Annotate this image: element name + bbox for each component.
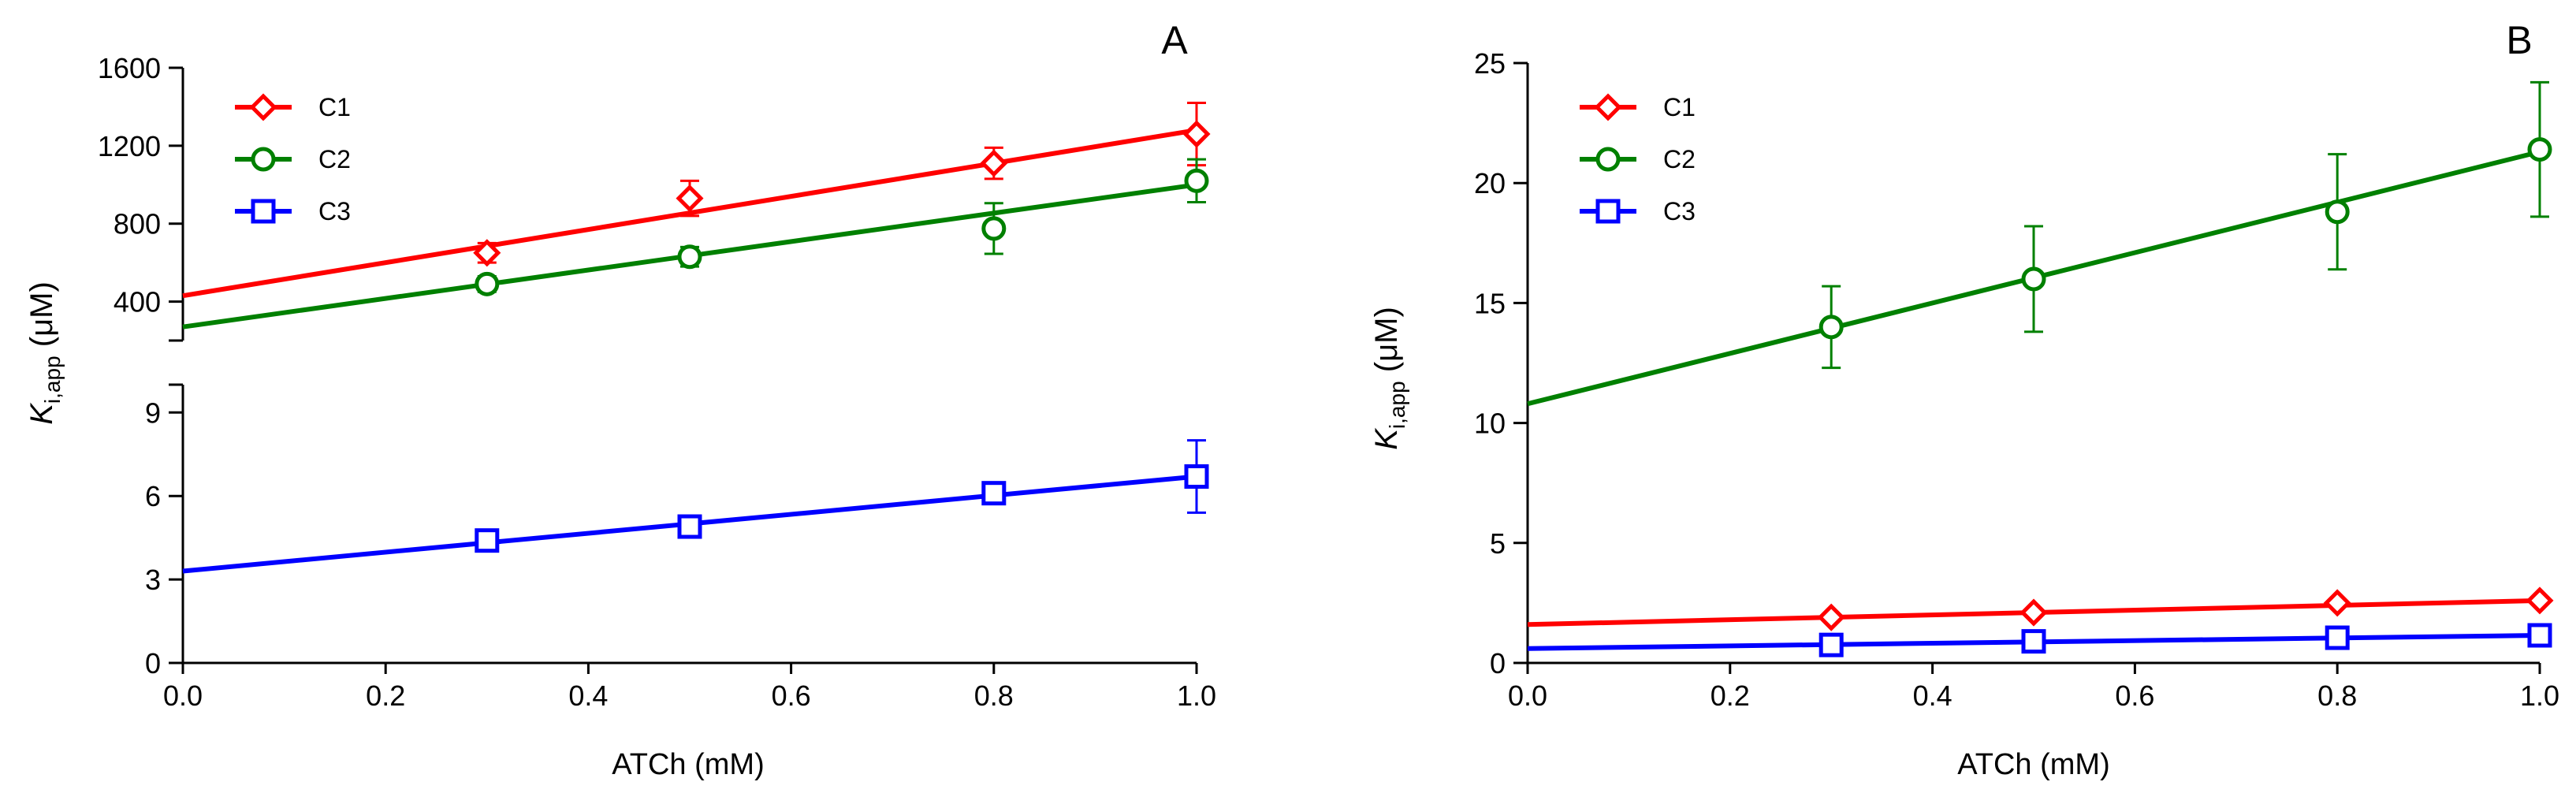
panel-b-marks: 0.0 0.2 0.4 0.6 0.8 1.0 0 5 10 15 20 25 C1 C2 C3 [1474, 47, 2559, 712]
panel-a-ylabel-unit: (μM) [24, 281, 59, 356]
panel-b-y-tick-label: 25 [1474, 47, 1506, 80]
panel-a-lower-y-tick-label: 9 [145, 396, 161, 429]
panel-b-legend-marker [1595, 147, 1621, 172]
panel-a-point-c2 [475, 271, 500, 296]
panel-a-legend-label: C2 [318, 145, 351, 173]
panel-a-point-c1 [1182, 120, 1211, 148]
panel-b-x-tick-label: 0.0 [1508, 679, 1547, 712]
panel-a-xlabel: ATCh (mM) [612, 748, 765, 781]
panel-b-point-c1 [2019, 598, 2048, 627]
panel-b: 0.0 0.2 0.4 0.6 0.8 1.0 0 5 10 15 20 25 C1 C2 C3 B ATC… [1369, 18, 2559, 781]
panel-a-point-c1 [980, 149, 1008, 177]
panel-a-legend-marker [249, 93, 277, 121]
panel-a-point-c3 [981, 481, 1007, 506]
panel-a-legend-marker [251, 147, 276, 172]
panel-a-ylabel: Ki,app (μM) [24, 281, 65, 425]
panel-a-lower-y-tick-label: 6 [145, 480, 161, 512]
panel-b-y-tick-label: 15 [1474, 287, 1506, 319]
panel-a-x-tick-label: 0.2 [366, 679, 405, 712]
panel-b-y-tick-label: 20 [1474, 167, 1506, 199]
panel-a-point-c1 [676, 184, 704, 213]
panel-a-lower-y-tick-label: 3 [145, 564, 161, 596]
panel-b-y-tick-label: 10 [1474, 408, 1506, 440]
panel-a-point-c3 [677, 514, 702, 539]
panel-b-legend-label: C3 [1663, 197, 1696, 225]
panel-a-point-c2 [1184, 168, 1209, 193]
panel-b-label: B [2506, 18, 2532, 62]
panel-b-x-tick-label: 0.4 [1913, 679, 1952, 712]
panel-b-ylabel-sub: i,app [1385, 381, 1409, 429]
panel-a-upper-y-tick-label: 1600 [98, 52, 161, 84]
panel-a-legend-label: C1 [318, 93, 351, 121]
panel-b-x-tick-label: 0.2 [1711, 679, 1750, 712]
panel-a-legend-marker [251, 199, 276, 224]
panel-b-point-c2 [2021, 266, 2046, 292]
panel-b-x-tick-label: 0.8 [2317, 679, 2357, 712]
panel-b-y-tick-label: 0 [1490, 647, 1506, 679]
panel-a-x-tick-label: 0.6 [772, 679, 811, 712]
panel-b-point-c2 [2527, 137, 2552, 162]
panel-a-point-c2 [677, 244, 702, 270]
panel-b-point-c3 [2527, 623, 2552, 648]
panel-b-ylabel-unit: (μM) [1369, 307, 1404, 381]
panel-a-ylabel-sub: i,app [40, 356, 65, 404]
panel-a-x-tick-label: 1.0 [1177, 679, 1216, 712]
panel-a-x-tick-label: 0.0 [163, 679, 203, 712]
panel-a-point-c3 [1184, 464, 1209, 489]
panel-b-legend-label: C2 [1663, 145, 1696, 173]
panel-a-point-c3 [475, 528, 500, 553]
panel-b-legend-label: C1 [1663, 93, 1696, 121]
panel-b-xlabel: ATCh (mM) [1957, 748, 2110, 781]
panel-b-point-c2 [2325, 199, 2350, 225]
panel-a: 0.0 0.2 0.4 0.6 0.8 1.0 400 800 1200 1600 0 3 6 9 C1 C2… [24, 18, 1216, 781]
panel-b-point-c3 [1818, 632, 1844, 657]
panel-a-upper-y-tick-label: 1200 [98, 130, 161, 162]
panel-a-legend-label: C3 [318, 197, 351, 225]
panel-b-point-c1 [1817, 603, 1845, 631]
panel-a-label: A [1161, 18, 1188, 62]
panel-a-ylabel-main: K [24, 402, 59, 425]
panel-b-x-tick-label: 0.6 [2115, 679, 2154, 712]
panel-b-legend-marker [1595, 199, 1621, 224]
panel-b-y-tick-label: 5 [1490, 527, 1506, 560]
panel-a-upper-y-tick-label: 400 [114, 286, 161, 318]
panel-a-lower-y-tick-label: 0 [145, 647, 161, 679]
panel-a-point-c2 [981, 216, 1007, 241]
panel-a-upper-y-tick-label: 800 [114, 208, 161, 240]
panel-a-x-tick-label: 0.8 [974, 679, 1014, 712]
panel-b-point-c3 [2325, 625, 2350, 650]
panel-a-marks: 0.0 0.2 0.4 0.6 0.8 1.0 400 800 1200 1600 0 3 6 9 C1 C2… [98, 52, 1216, 712]
panel-b-legend-marker [1594, 93, 1622, 121]
panel-b-ylabel-main: K [1369, 427, 1404, 450]
panel-b-ylabel: Ki,app (μM) [1369, 307, 1409, 450]
panel-b-x-tick-label: 1.0 [2520, 679, 2559, 712]
panel-b-point-c2 [1818, 315, 1844, 340]
panel-a-point-c1 [473, 239, 501, 267]
panel-b-point-c1 [2526, 586, 2554, 615]
panel-b-point-c1 [2323, 589, 2351, 617]
panel-a-x-tick-label: 0.4 [568, 679, 608, 712]
panel-b-point-c3 [2021, 629, 2046, 654]
